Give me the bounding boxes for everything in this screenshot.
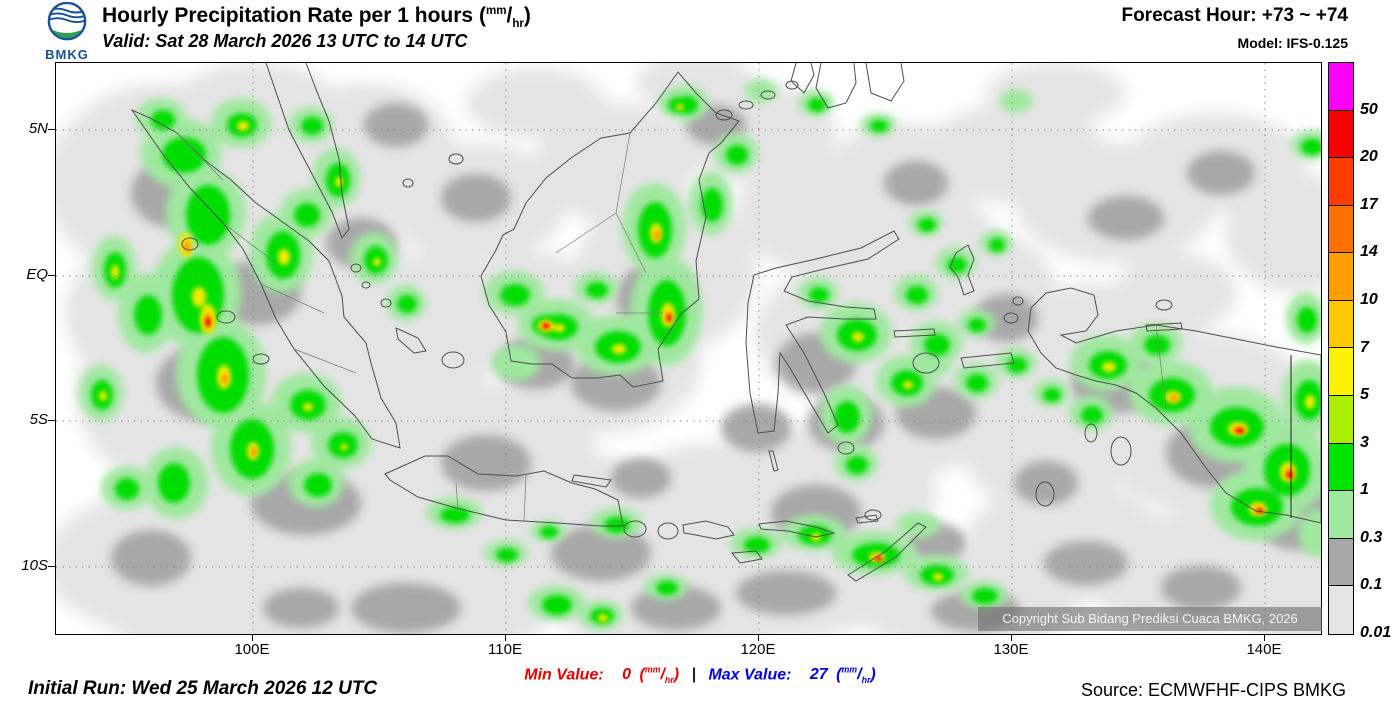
- lat-tick: [48, 566, 55, 567]
- legend-label-0.3: 0.3: [1360, 528, 1383, 546]
- page-title: Hourly Precipitation Rate per 1 hours (m…: [102, 4, 531, 30]
- lon-label-100e: 100E: [234, 641, 270, 658]
- legend-cell-7: [1329, 300, 1353, 349]
- legend-cell-5: [1329, 348, 1353, 397]
- page-title-text: Hourly Precipitation Rate per 1 hours: [102, 4, 474, 27]
- max-value: 27: [809, 666, 828, 684]
- legend-cell-50: [1329, 63, 1353, 111]
- legend-label-17: 17: [1360, 195, 1378, 213]
- lon-tick: [1011, 634, 1012, 641]
- legend-cell-3: [1329, 396, 1353, 444]
- map-frame: [55, 62, 1322, 635]
- min-label: Min Value:: [524, 666, 604, 684]
- colorbar-labels: 50 20 17 14 10 7 5 3 1 0.3 0.1 0.01: [1360, 62, 1400, 641]
- minmax-separator: |: [691, 666, 696, 684]
- lon-tick: [505, 634, 506, 641]
- valid-time-subtitle: Valid: Sat 28 March 2026 13 UTC to 14 UT…: [102, 31, 468, 51]
- legend-label-1: 1: [1360, 481, 1369, 499]
- legend-label-50: 50: [1360, 100, 1378, 118]
- bmkg-logo-icon: [47, 1, 87, 41]
- legend-label-14: 14: [1360, 243, 1378, 261]
- legend-label-3: 3: [1360, 433, 1369, 451]
- lat-label-10s: 10S: [21, 557, 48, 574]
- legend-cell-20: [1329, 110, 1353, 159]
- lon-tick: [252, 634, 253, 641]
- lon-tick: [758, 634, 759, 641]
- lat-tick: [48, 129, 55, 130]
- lat-tick: [48, 420, 55, 421]
- legend-cell-0.1: [1329, 538, 1353, 587]
- legend-cell-10: [1329, 253, 1353, 301]
- max-label: Max Value:: [708, 666, 792, 684]
- legend-cell-14: [1329, 205, 1353, 254]
- bmkg-logo: BMKG: [40, 1, 94, 62]
- lon-label-130e: 130E: [993, 641, 1029, 658]
- lon-label-120e: 120E: [740, 641, 776, 658]
- lon-label-110e: 110E: [488, 641, 522, 658]
- source-label: Source: ECMWFHF-CIPS BMKG: [1080, 680, 1346, 700]
- coastlines: [130, 63, 1321, 582]
- legend-label-10: 10: [1360, 290, 1378, 308]
- legend-label-0.1: 0.1: [1360, 576, 1383, 594]
- legend-cell-1: [1329, 443, 1353, 492]
- max-unit: (mm/hr): [836, 665, 876, 686]
- precip-colorbar: [1328, 62, 1354, 635]
- legend-label-20: 20: [1360, 148, 1378, 166]
- model-label: Model: IFS-0.125: [1237, 35, 1348, 51]
- lat-tick: [48, 275, 55, 276]
- legend-label-0.01: 0.01: [1360, 624, 1392, 641]
- min-value: 0: [622, 666, 632, 684]
- precipitation-field: [56, 63, 1321, 634]
- precip-layer-gt-14: [205, 314, 1293, 561]
- forecast-hour-label: Forecast Hour: +73 ~ +74: [1121, 5, 1348, 26]
- legend-cell-17: [1329, 158, 1353, 206]
- initial-run-label: Initial Run: Wed 25 March 2026 12 UTC: [28, 678, 378, 699]
- lat-label-eq: EQ: [26, 266, 48, 283]
- bmkg-logo-text: BMKG: [45, 47, 89, 62]
- lon-tick: [1264, 634, 1265, 641]
- legend-label-5: 5: [1360, 386, 1369, 404]
- lon-label-140e: 140E: [1246, 641, 1282, 658]
- legend-label-7: 7: [1360, 338, 1369, 356]
- map-svg: [56, 63, 1321, 634]
- min-unit: (mm/hr): [639, 665, 680, 686]
- copyright-badge: Copyright Sub Bidang Prediksi Cuaca BMKG…: [978, 607, 1322, 631]
- lat-label-5s: 5S: [29, 411, 48, 428]
- legend-cell-0.3: [1329, 491, 1353, 539]
- legend-cell-0.01: [1329, 586, 1353, 634]
- gridlines: [56, 63, 1321, 634]
- minmax-row: Min Value: 0 (mm/hr) | Max Value: 27 (mm…: [0, 665, 1400, 686]
- lat-label-5n: 5N: [28, 120, 48, 137]
- title-unit: (mm/hr): [478, 4, 531, 31]
